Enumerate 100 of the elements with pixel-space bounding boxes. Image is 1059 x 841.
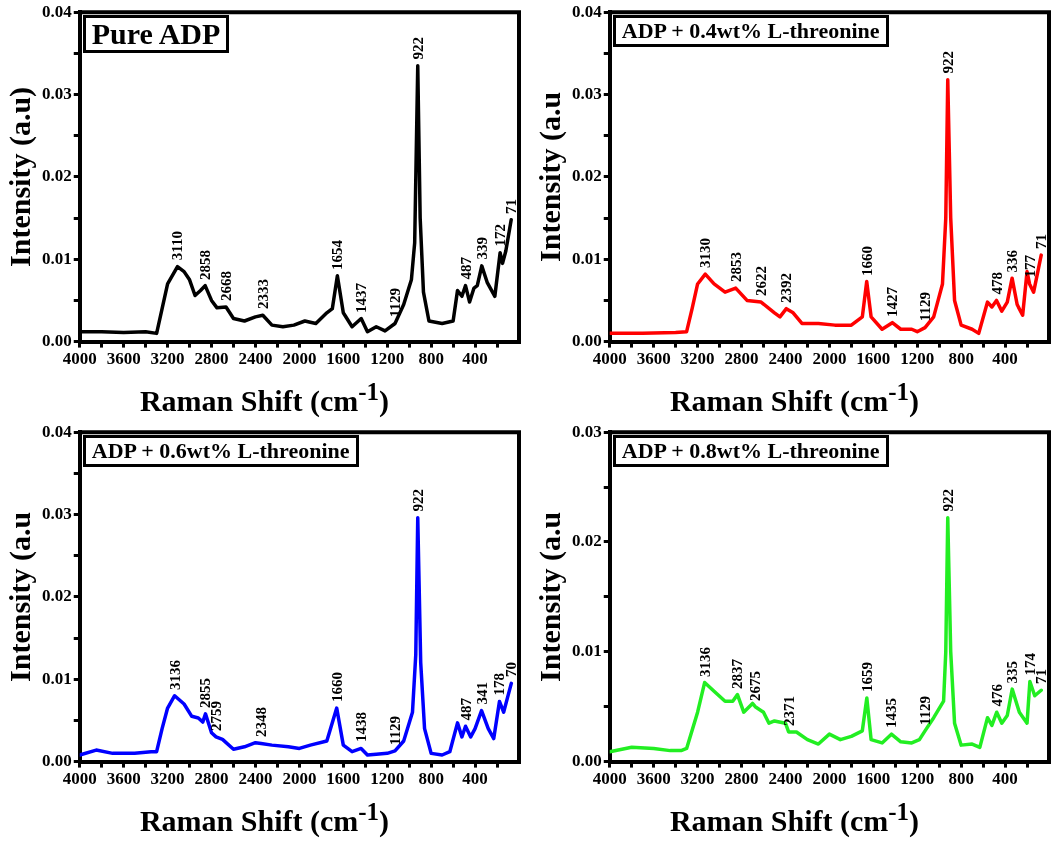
y-axis-title: Intensity (a.u <box>532 511 567 682</box>
x-tick-label: 2000 <box>812 349 847 369</box>
annotation: 1438 <box>353 712 370 743</box>
annotation: 71 <box>503 198 520 214</box>
annotation: 1129 <box>387 715 404 745</box>
annotation: 2858 <box>197 249 214 280</box>
x-tick-label: 1600 <box>326 349 361 369</box>
annotation: 2675 <box>747 670 764 701</box>
y-axis-title: Intensity (a.u <box>2 511 37 682</box>
x-tick-label: 2800 <box>194 349 229 369</box>
x-tick-label: 400 <box>992 349 1018 369</box>
x-tick-label: 400 <box>462 769 488 789</box>
annotation: 341 <box>473 682 490 705</box>
y-tick-label: 0.01 <box>42 668 72 688</box>
x-tick-label: 800 <box>418 769 444 789</box>
annotation: 335 <box>1004 660 1021 684</box>
y-axis-title: Intensity (a.u <box>532 91 567 262</box>
x-tick-label: 3600 <box>636 769 671 789</box>
x-tick-label: 1200 <box>370 349 405 369</box>
x-tick-label: 2400 <box>768 349 803 369</box>
annotation: 3136 <box>166 659 183 690</box>
annotation: 2622 <box>753 266 770 297</box>
x-tick-label: 2800 <box>194 769 229 789</box>
y-tick-label: 0.03 <box>572 83 602 103</box>
y-tick-label: 0.03 <box>42 503 72 523</box>
annotation: 1129 <box>917 695 934 725</box>
annotation: 1437 <box>353 282 370 313</box>
x-tick-label: 1600 <box>856 349 891 369</box>
x-tick-label: 800 <box>948 769 974 789</box>
annotation: 922 <box>939 489 956 512</box>
x-tick-label: 3600 <box>106 349 141 369</box>
x-tick-label: 1600 <box>856 769 891 789</box>
x-tick-label: 3200 <box>150 349 185 369</box>
x-tick-label: 800 <box>418 349 444 369</box>
x-tick-label: 3600 <box>636 349 671 369</box>
y-tick-label: 0.01 <box>42 248 72 268</box>
annotation: 487 <box>457 257 474 280</box>
annotation: 1654 <box>329 239 346 270</box>
y-tick-label: 0.02 <box>572 531 602 551</box>
x-tick-label: 4000 <box>62 349 97 369</box>
x-tick-label: 2800 <box>724 769 759 789</box>
x-tick-label: 400 <box>992 769 1018 789</box>
chart-title: Pure ADP <box>82 15 230 54</box>
annotation: 1659 <box>858 661 875 692</box>
annotation: 1129 <box>917 292 934 322</box>
x-tick-label: 4000 <box>592 349 627 369</box>
y-tick-label: 0.03 <box>572 421 602 441</box>
annotation: 3136 <box>696 646 713 677</box>
annotation: 1660 <box>858 245 875 276</box>
annotation: 177 <box>1021 255 1038 278</box>
annotation: 2333 <box>254 279 271 310</box>
annotation: 2392 <box>778 272 795 303</box>
chart-title: ADP + 0.8wt% L-threonine <box>612 435 889 468</box>
y-tick-label: 0.04 <box>42 1 73 21</box>
annotation: 339 <box>473 237 490 260</box>
annotation: 1427 <box>884 286 901 317</box>
x-tick-label: 1200 <box>900 349 935 369</box>
x-tick-label: 3200 <box>150 769 185 789</box>
annotation: 2837 <box>729 658 746 689</box>
annotation: 2371 <box>780 695 797 726</box>
annotation: 1660 <box>328 672 345 703</box>
y-tick-label: 0.00 <box>572 750 602 770</box>
x-tick-label: 800 <box>948 349 974 369</box>
chart-title: ADP + 0.4wt% L-threonine <box>612 15 889 48</box>
annotation: 1435 <box>883 698 900 729</box>
x-tick-label: 1200 <box>900 769 935 789</box>
annotation: 922 <box>409 37 426 60</box>
annotation: 172 <box>492 224 509 247</box>
y-tick-label: 0.01 <box>572 641 602 661</box>
y-tick-label: 0.03 <box>42 83 72 103</box>
y-tick-label: 0.02 <box>42 166 72 186</box>
annotation: 71 <box>1033 234 1050 250</box>
x-tick-label: 4000 <box>592 769 627 789</box>
annotation: 2348 <box>253 707 270 738</box>
y-tick-label: 0.00 <box>572 330 602 350</box>
x-tick-label: 1600 <box>326 769 361 789</box>
annotation: 2853 <box>727 252 744 283</box>
y-tick-label: 0.02 <box>42 586 72 606</box>
annotation: 478 <box>988 271 1005 295</box>
x-tick-label: 2000 <box>282 349 317 369</box>
annotation: 922 <box>409 489 426 512</box>
y-tick-label: 0.00 <box>42 750 72 770</box>
annotation: 476 <box>988 683 1005 707</box>
x-tick-label: 2400 <box>238 349 273 369</box>
annotation: 487 <box>457 697 474 721</box>
chart-title: ADP + 0.6wt% L-threonine <box>82 435 359 468</box>
x-tick-label: 2800 <box>724 349 759 369</box>
x-axis-title: Raman Shift (cm$^{-1}$) <box>138 797 391 839</box>
x-tick-label: 2000 <box>812 769 847 789</box>
y-tick-label: 0.01 <box>572 248 602 268</box>
x-tick-label: 1200 <box>370 769 405 789</box>
annotation: 2668 <box>218 271 235 302</box>
y-tick-label: 0.04 <box>42 421 73 441</box>
y-axis-title: Intensity (a.u) <box>2 86 37 267</box>
x-tick-label: 2000 <box>282 769 317 789</box>
annotation: 3130 <box>697 238 714 269</box>
annotation: 3110 <box>169 231 186 261</box>
y-tick-label: 0.02 <box>572 166 602 186</box>
y-tick-label: 0.00 <box>42 330 72 350</box>
x-tick-label: 4000 <box>62 769 97 789</box>
